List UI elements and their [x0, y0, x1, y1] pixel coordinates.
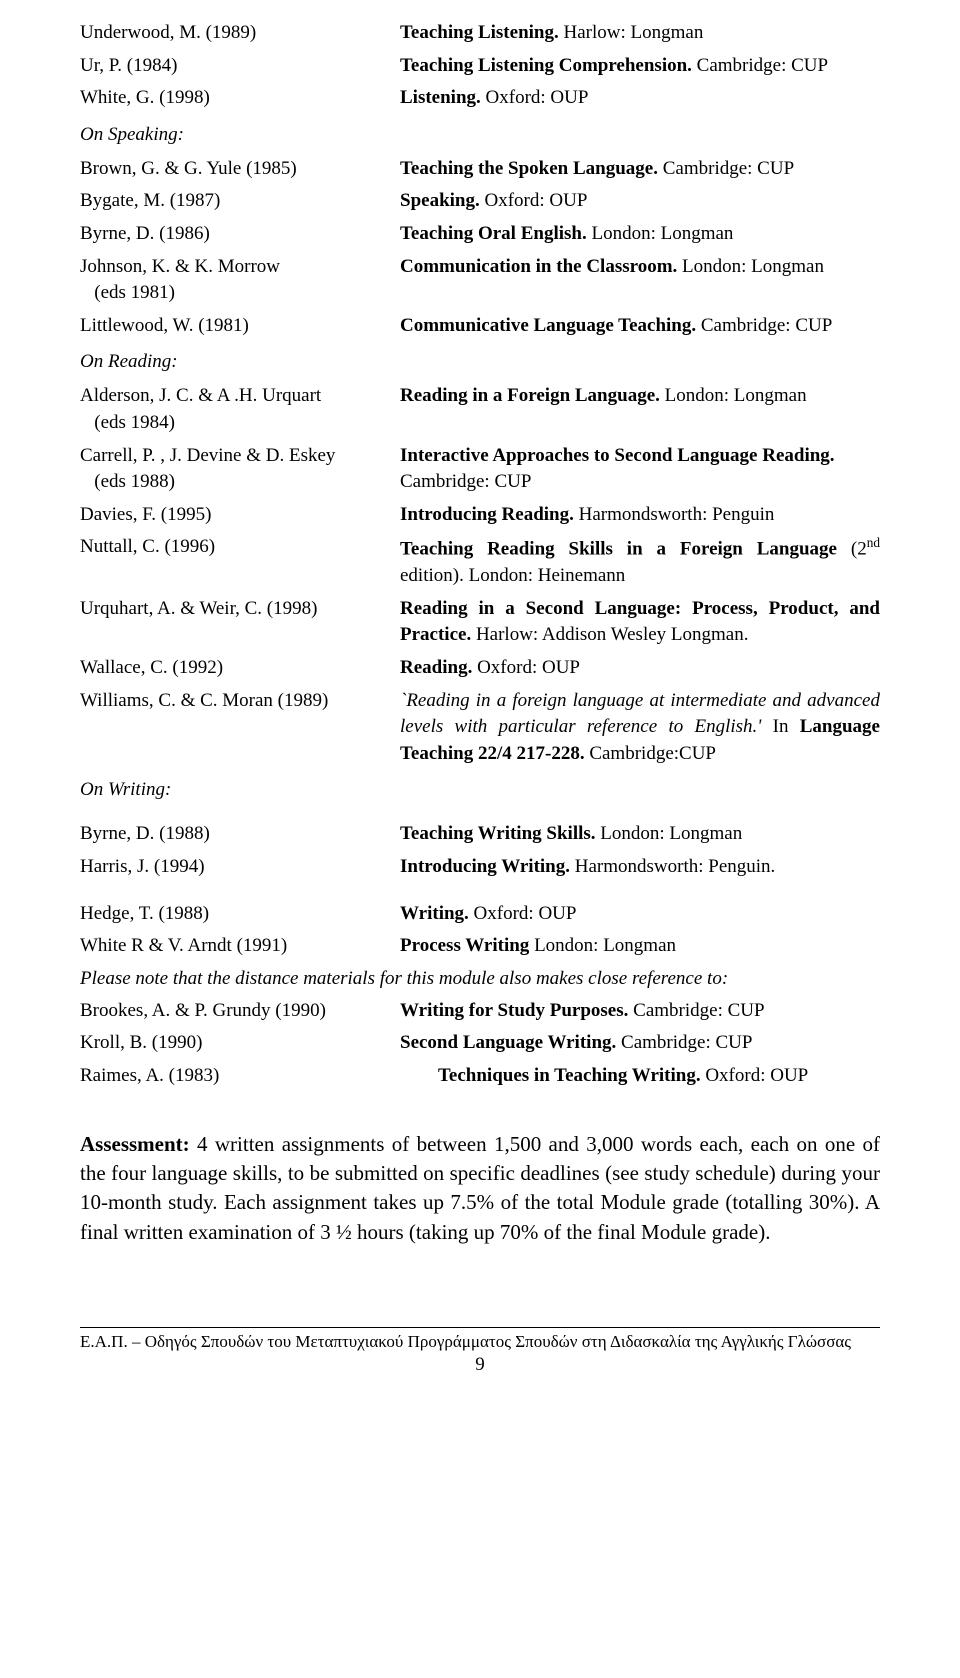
entry-title: Speaking. Oxford: OUP [400, 188, 880, 215]
bibliography-entry: Carrell, P. , J. Devine & D. Eskey (eds … [80, 443, 880, 496]
section-speaking: On Speaking: [80, 124, 880, 146]
bibliography-entry: Littlewood, W. (1981)Communicative Langu… [80, 313, 880, 340]
bibliography-entry: Byrne, D. (1986)Teaching Oral English. L… [80, 221, 880, 248]
entry-author: Underwood, M. (1989) [80, 20, 400, 47]
bibliography-entry: Kroll, B. (1990)Second Language Writing.… [80, 1030, 880, 1057]
entry-title: Writing. Oxford: OUP [400, 901, 880, 928]
entry-title: `Reading in a foreign language at interm… [400, 688, 880, 768]
entry-title: Introducing Reading. Harmondsworth: Peng… [400, 502, 880, 529]
entry-title: Introducing Writing. Harmondsworth: Peng… [400, 854, 880, 881]
entry-title: Writing for Study Purposes. Cambridge: C… [400, 998, 880, 1025]
bibliography-entry: Wallace, C. (1992)Reading. Oxford: OUP [80, 655, 880, 682]
entry-title: Reading in a Second Language: Process, P… [400, 596, 880, 649]
entry-title: Teaching Oral English. London: Longman [400, 221, 880, 248]
section-writing: On Writing: [80, 779, 880, 801]
entry-author: Wallace, C. (1992) [80, 655, 400, 682]
entry-author: Byrne, D. (1986) [80, 221, 400, 248]
entry-title: Reading in a Foreign Language. London: L… [400, 383, 880, 436]
bibliography-entry: White R & V. Arndt (1991)Process Writing… [80, 933, 880, 960]
entry-author: Byrne, D. (1988) [80, 821, 400, 848]
assessment-label: Assessment: [80, 1132, 190, 1156]
bibliography-entry: Raimes, A. (1983) Techniques in Teaching… [80, 1063, 880, 1090]
entry-title: Teaching Listening. Harlow: Longman [400, 20, 880, 47]
bibliography-entry: Byrne, D. (1988)Teaching Writing Skills.… [80, 821, 880, 848]
entry-title: Teaching Writing Skills. London: Longman [400, 821, 880, 848]
entry-title: Reading. Oxford: OUP [400, 655, 880, 682]
bibliography-entry: Brown, G. & G. Yule (1985)Teaching the S… [80, 156, 880, 183]
entry-title: Teaching Reading Skills in a Foreign Lan… [400, 534, 880, 590]
entry-author: Alderson, J. C. & A .H. Urquart (eds 198… [80, 383, 400, 436]
bibliography-entry: Hedge, T. (1988)Writing. Oxford: OUP [80, 901, 880, 928]
entry-title: Communicative Language Teaching. Cambrid… [400, 313, 880, 340]
page-container: Underwood, M. (1989)Teaching Listening. … [0, 0, 960, 1678]
bibliography-entry: Bygate, M. (1987)Speaking. Oxford: OUP [80, 188, 880, 215]
entry-author: Carrell, P. , J. Devine & D. Eskey (eds … [80, 443, 400, 496]
assessment-body: 4 written assignments of between 1,500 a… [80, 1132, 880, 1244]
entry-author: Williams, C. & C. Moran (1989) [80, 688, 400, 768]
entry-author: White R & V. Arndt (1991) [80, 933, 400, 960]
entry-author: Raimes, A. (1983) [80, 1063, 400, 1090]
bibliography-entry: Urquhart, A. & Weir, C. (1998)Reading in… [80, 596, 880, 649]
entry-author: Littlewood, W. (1981) [80, 313, 400, 340]
bibliography-entry: Davies, F. (1995)Introducing Reading. Ha… [80, 502, 880, 529]
entry-author: Johnson, K. & K. Morrow (eds 1981) [80, 254, 400, 307]
footer-text: Ε.Α.Π. – Οδηγός Σπουδών του Μεταπτυχιακο… [80, 1327, 880, 1352]
assessment-text: Assessment: 4 written assignments of bet… [80, 1130, 880, 1248]
entry-author: Urquhart, A. & Weir, C. (1998) [80, 596, 400, 649]
bibliography-entry: White, G. (1998)Listening. Oxford: OUP [80, 85, 880, 112]
bibliography-entry: Harris, J. (1994)Introducing Writing. Ha… [80, 854, 880, 881]
entry-author: Hedge, T. (1988) [80, 901, 400, 928]
entry-author: Nuttall, C. (1996) [80, 534, 400, 590]
entry-author: Davies, F. (1995) [80, 502, 400, 529]
entry-author: White, G. (1998) [80, 85, 400, 112]
entry-author: Kroll, B. (1990) [80, 1030, 400, 1057]
entry-title: Interactive Approaches to Second Languag… [400, 443, 880, 496]
entry-title: Process Writing London: Longman [400, 933, 880, 960]
entry-title: Teaching Listening Comprehension. Cambri… [400, 53, 880, 80]
reference-note: Please note that the distance materials … [80, 968, 880, 990]
section-reading: On Reading: [80, 351, 880, 373]
entry-author: Brookes, A. & P. Grundy (1990) [80, 998, 400, 1025]
bibliography-entry: Underwood, M. (1989)Teaching Listening. … [80, 20, 880, 47]
entry-author: Ur, P. (1984) [80, 53, 400, 80]
bibliography-entry: Williams, C. & C. Moran (1989)`Reading i… [80, 688, 880, 768]
entry-title: Second Language Writing. Cambridge: CUP [400, 1030, 880, 1057]
bibliography-entry: Ur, P. (1984)Teaching Listening Comprehe… [80, 53, 880, 80]
bibliography-entry: Alderson, J. C. & A .H. Urquart (eds 198… [80, 383, 880, 436]
entry-author: Brown, G. & G. Yule (1985) [80, 156, 400, 183]
entry-title: Techniques in Teaching Writing. Oxford: … [400, 1063, 880, 1090]
page-number: 9 [80, 1354, 880, 1376]
entry-author: Bygate, M. (1987) [80, 188, 400, 215]
entry-author: Harris, J. (1994) [80, 854, 400, 881]
entry-title: Communication in the Classroom. London: … [400, 254, 880, 307]
entry-title: Teaching the Spoken Language. Cambridge:… [400, 156, 880, 183]
bibliography-entry: Brookes, A. & P. Grundy (1990)Writing fo… [80, 998, 880, 1025]
entry-title: Listening. Oxford: OUP [400, 85, 880, 112]
bibliography-entry: Nuttall, C. (1996)Teaching Reading Skill… [80, 534, 880, 590]
bibliography-entry: Johnson, K. & K. Morrow (eds 1981)Commun… [80, 254, 880, 307]
